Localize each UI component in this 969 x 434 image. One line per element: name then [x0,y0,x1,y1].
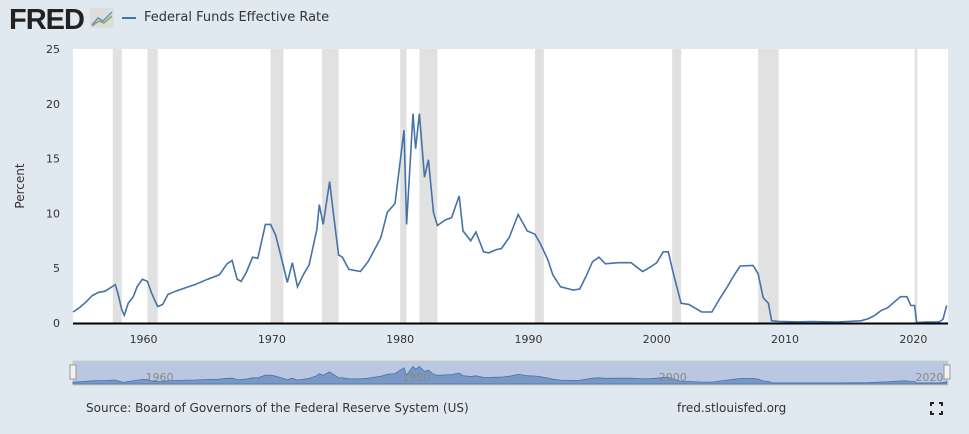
x-tick-label: 1990 [514,333,542,346]
y-tick-label: 15 [46,153,60,166]
x-tick-label: 1960 [130,333,158,346]
legend-label: Federal Funds Effective Rate [144,10,330,25]
recession-band [534,49,544,323]
legend-swatch [122,16,136,19]
recession-band [914,49,918,323]
recession-band [672,49,682,323]
recession-band [758,49,779,323]
navigator-series [72,365,948,385]
y-tick-label: 20 [46,98,60,111]
y-axis-label: Percent [13,163,27,208]
fullscreen-icon[interactable] [930,402,943,415]
navigator-tick-label: 2000 [659,371,687,384]
x-tick-label: 1970 [258,333,286,346]
series-line [72,113,948,324]
fred-graph-icon [90,8,114,28]
fred-logo: FRED [9,4,85,36]
recession-band [419,49,438,323]
navigator-handle-left[interactable] [69,364,77,380]
navigator-tick-label: 1980 [402,371,430,384]
navigator-tick-label: 1960 [146,371,174,384]
recession-band [112,49,122,323]
x-tick-label: 2000 [643,333,671,346]
navigator-tick-label: 2020 [915,371,943,384]
recession-band [147,49,158,323]
recession-band [270,49,284,323]
legend[interactable]: Federal Funds Effective Rate [122,10,329,25]
x-tick-label: 2010 [771,333,799,346]
y-tick-label: 0 [53,317,60,330]
y-tick-label: 10 [46,207,60,220]
site-link[interactable]: fred.stlouisfed.org [677,401,787,415]
source-note: Source: Board of Governors of the Federa… [86,401,469,415]
navigator-handle-right[interactable] [943,364,951,380]
x-tick-label: 2020 [899,333,927,346]
x-tick-label: 1980 [386,333,414,346]
y-tick-label: 25 [46,43,60,56]
plot-background [73,49,948,323]
y-tick-label: 5 [53,262,60,275]
recession-band [400,49,407,323]
